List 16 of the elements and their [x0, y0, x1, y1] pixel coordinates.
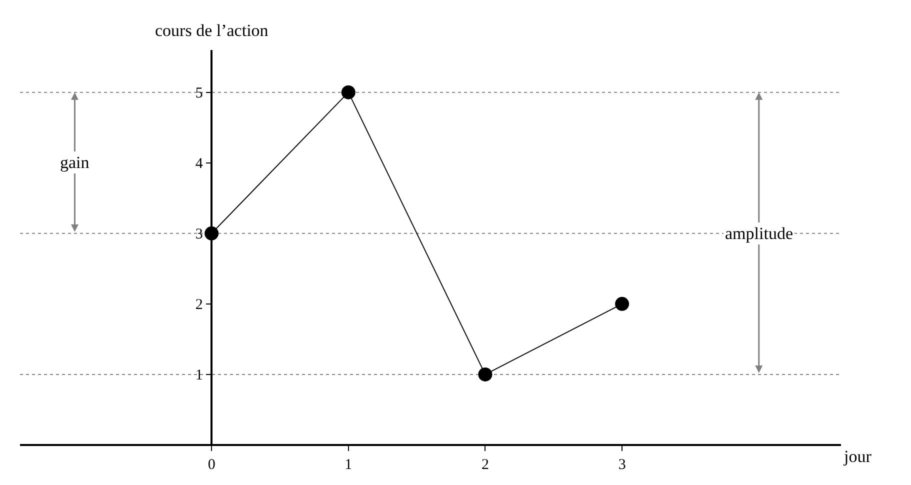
- y-tick-label: 4: [195, 156, 204, 172]
- x-tick-label: 2: [481, 456, 489, 473]
- y-tick-label: 1: [195, 368, 203, 384]
- annotation: amplitude: [725, 224, 793, 243]
- x-tick-label: 1: [344, 456, 352, 473]
- x-tick-label: 0: [208, 456, 216, 473]
- point: [615, 296, 630, 311]
- point: [341, 85, 356, 100]
- point: [478, 367, 492, 382]
- annotation: gain: [60, 153, 90, 172]
- x-tick-label: 3: [618, 456, 626, 473]
- y-tick-label: 5: [195, 86, 203, 102]
- y-tick-label: 3: [195, 226, 203, 243]
- y-tick-label: 2: [195, 297, 203, 314]
- y-axis-title: cours de l’action: [155, 21, 269, 40]
- x-axis-title: jour: [843, 447, 872, 466]
